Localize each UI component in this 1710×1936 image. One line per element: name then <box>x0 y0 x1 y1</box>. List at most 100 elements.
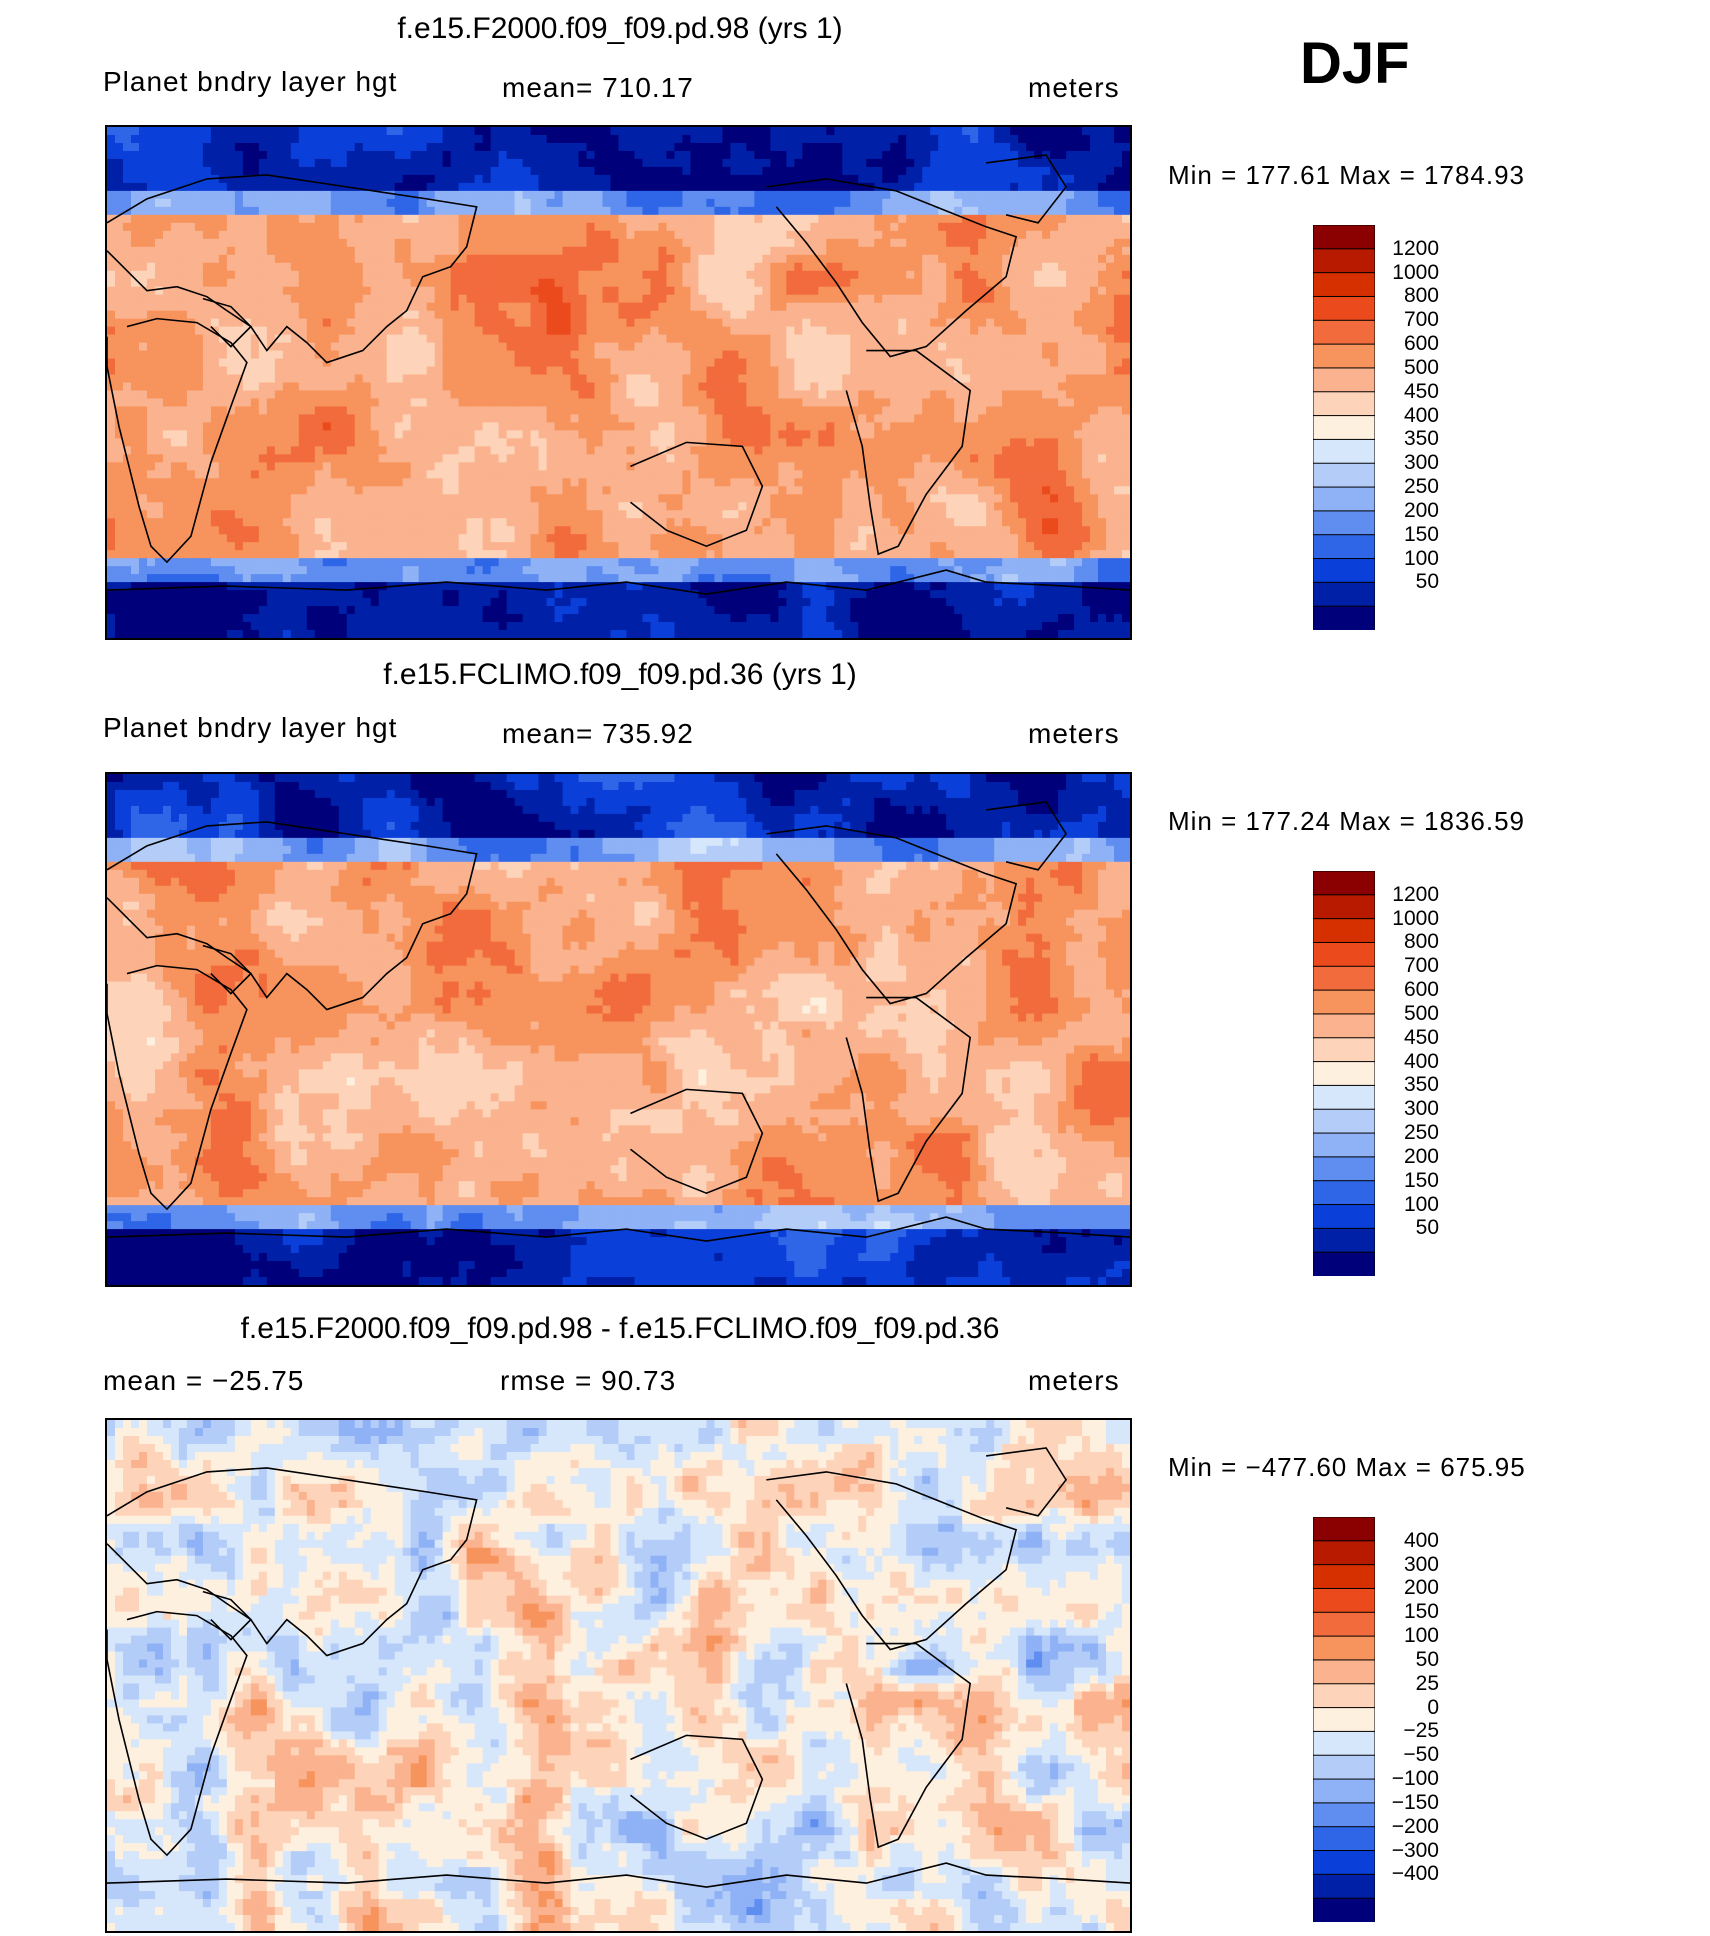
colorbar-tick-label: 300 <box>1379 451 1439 475</box>
colorbar-tick-label: 400 <box>1379 1529 1439 1553</box>
coastline <box>107 964 248 1211</box>
colorbar-swatch <box>1313 1227 1375 1254</box>
colorbar-tick-label: −150 <box>1379 1791 1439 1815</box>
panel-3-map <box>105 1418 1132 1933</box>
coastline <box>766 178 1018 358</box>
colorbar-swatch <box>1313 1132 1375 1158</box>
colorbar-swatch <box>1313 438 1375 465</box>
colorbar-tick-label: −25 <box>1379 1719 1439 1743</box>
colorbar-swatch <box>1313 462 1375 489</box>
coastline <box>107 1467 478 1657</box>
colorbar-swatch <box>1313 1013 1375 1039</box>
colorbar-swatch <box>1313 319 1375 346</box>
panel-2-title: f.e15.FCLIMO.f09_f09.pd.36 (yrs 1) <box>105 658 1135 692</box>
colorbar-swatch <box>1313 558 1375 584</box>
coastline <box>629 1088 764 1195</box>
colorbar-swatch <box>1313 1564 1375 1590</box>
panel-1-variable-label: Planet bndry layer hgt <box>103 66 397 98</box>
colorbar-swatch <box>1313 1897 1375 1922</box>
colorbar-swatch <box>1313 1754 1375 1781</box>
coastline <box>629 1734 764 1841</box>
panel-2-variable-label: Planet bndry layer hgt <box>103 712 397 744</box>
panel-1-mean-label: mean= 710.17 <box>502 72 694 104</box>
colorbar-tick-label: 500 <box>1379 356 1439 380</box>
colorbar-swatch <box>1313 1587 1375 1614</box>
colorbar-tick-label: 500 <box>1379 1002 1439 1026</box>
colorbar-tick-label: 250 <box>1379 1121 1439 1145</box>
colorbar-tick-label: 1000 <box>1379 261 1439 285</box>
colorbar-swatch <box>1313 1108 1375 1135</box>
colorbar-swatch <box>1313 1251 1375 1276</box>
panel-3-title: f.e15.F2000.f09_f09.pd.98 - f.e15.FCLIMO… <box>105 1312 1135 1346</box>
colorbar-tick-label: 100 <box>1379 1624 1439 1648</box>
panel-1-units-label: meters <box>1028 72 1120 104</box>
panel-2-units-label: meters <box>1028 718 1120 750</box>
season-label: DJF <box>1300 30 1410 97</box>
coastline <box>107 174 478 364</box>
coastline <box>986 1447 1068 1517</box>
colorbar-tick-label: 800 <box>1379 930 1439 954</box>
colorbar-swatch <box>1313 989 1375 1015</box>
colorbar-tick-label: 350 <box>1379 1073 1439 1097</box>
colorbar-tick-label: 800 <box>1379 284 1439 308</box>
coastline <box>202 944 252 995</box>
colorbar-tick-label: 1000 <box>1379 907 1439 931</box>
colorbar-swatch <box>1313 391 1375 417</box>
heatmap-field <box>107 1420 1130 1931</box>
panel-3-minmax: Min = −477.60 Max = 675.95 <box>1168 1452 1526 1483</box>
coastline <box>107 1862 1130 1888</box>
colorbar-swatch <box>1313 1156 1375 1182</box>
colorbar-swatch <box>1313 248 1375 274</box>
colorbar-swatch <box>1313 225 1375 250</box>
colorbar-tick-label: 200 <box>1379 1576 1439 1600</box>
panel-3-rmse-label: rmse = 90.73 <box>500 1365 676 1397</box>
coastline <box>986 801 1068 871</box>
panel-3-colorbar: 400 300 200 150 100 50 25 0 −25 −50 −100 −150 −200 −3… <box>1313 1517 1439 1922</box>
colorbar-tick-label: 200 <box>1379 1145 1439 1169</box>
colorbar-tick-label: 25 <box>1379 1672 1439 1696</box>
colorbar-tick-label: −100 <box>1379 1767 1439 1791</box>
colorbar-swatch <box>1313 1180 1375 1206</box>
colorbar-tick-label: 150 <box>1379 1600 1439 1624</box>
colorbar-swatch <box>1313 871 1375 896</box>
colorbar-tick-label: 1200 <box>1379 237 1439 261</box>
colorbar-swatch <box>1313 1826 1375 1852</box>
colorbar-tick-label: 150 <box>1379 523 1439 547</box>
colorbar-swatch <box>1313 272 1375 298</box>
panel-2-colorbar: 1200 1000 800 700 600 500 450 400 350 300 250 200 15… <box>1313 871 1439 1276</box>
colorbar-tick-label: 400 <box>1379 1050 1439 1074</box>
coastline <box>202 1590 252 1641</box>
coastline <box>107 1610 248 1857</box>
colorbar-swatch <box>1313 581 1375 608</box>
panel-1-colorbar: 1200 1000 800 700 600 500 450 400 350 300 250 200 15… <box>1313 225 1439 630</box>
colorbar-tick-label: 50 <box>1379 570 1439 594</box>
coastline <box>766 1471 1018 1651</box>
colorbar-tick-label: 350 <box>1379 427 1439 451</box>
coastline <box>629 441 764 548</box>
colorbar-swatch <box>1313 415 1375 441</box>
colorbar-swatch <box>1313 1204 1375 1230</box>
colorbar-tick-label: 700 <box>1379 954 1439 978</box>
colorbar-tick-label: 1200 <box>1379 883 1439 907</box>
colorbar-swatch <box>1313 1730 1375 1757</box>
colorbar-tick-label: 450 <box>1379 1026 1439 1050</box>
colorbar-swatch <box>1313 894 1375 920</box>
colorbar-swatch <box>1313 510 1375 536</box>
colorbar-swatch <box>1313 1540 1375 1566</box>
panel-2-map <box>105 772 1132 1287</box>
colorbar-swatches <box>1313 1517 1375 1922</box>
colorbar-swatch <box>1313 295 1375 322</box>
colorbar-tick-label: 250 <box>1379 475 1439 499</box>
coastline <box>845 1642 972 1849</box>
colorbar-tick-label: −400 <box>1379 1862 1439 1886</box>
colorbar-swatch <box>1313 1802 1375 1828</box>
colorbar-swatch <box>1313 1873 1375 1900</box>
colorbar-swatch <box>1313 1061 1375 1087</box>
colorbar-swatch <box>1313 918 1375 944</box>
coastline <box>986 154 1068 224</box>
panel-3-mean-label: mean = −25.75 <box>103 1365 304 1397</box>
colorbar-swatch <box>1313 1611 1375 1638</box>
coastline <box>107 569 1130 595</box>
colorbar-tick-label: 300 <box>1379 1097 1439 1121</box>
colorbar-tick-label: 400 <box>1379 404 1439 428</box>
